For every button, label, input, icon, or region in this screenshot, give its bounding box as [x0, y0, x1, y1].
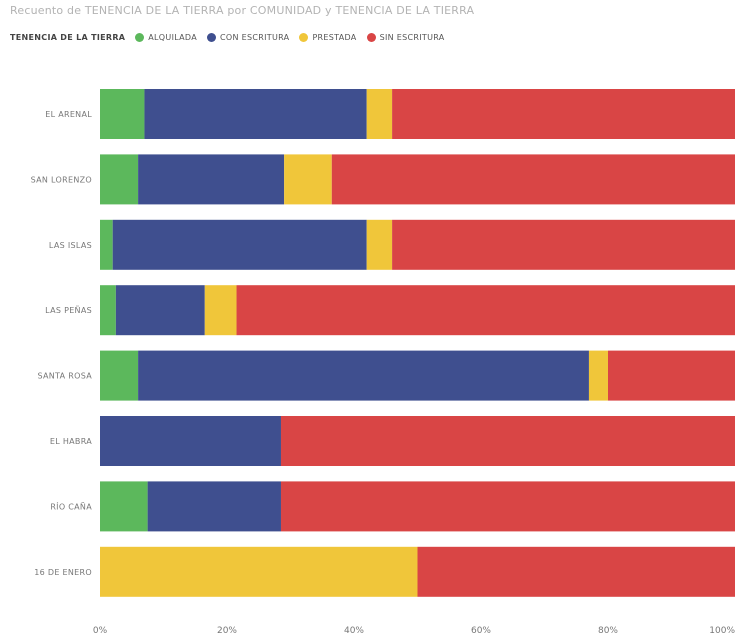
legend-item-alquilada[interactable]: ALQUILADA [135, 33, 197, 42]
bar-segment-san-lorenzo-con-escritura[interactable] [138, 154, 285, 205]
bar-segment-las-pe-as-con-escritura[interactable] [115, 285, 205, 336]
bar-segment-las-islas-prestada[interactable] [366, 219, 393, 270]
bar-segment-r-o-ca-a-con-escritura[interactable] [147, 481, 281, 532]
x-tick-label: 20% [217, 626, 237, 636]
bar-segment-el-habra-sin-escritura[interactable] [280, 416, 735, 466]
category-label-16-de-enero: 16 DE ENERO [34, 568, 92, 577]
bar-segment-r-o-ca-a-alquilada[interactable] [100, 481, 148, 532]
x-tick-label: 40% [344, 626, 364, 636]
legend-dot-icon [366, 33, 376, 42]
bar-segment-santa-rosa-prestada[interactable] [588, 350, 608, 401]
bar-segment-santa-rosa-con-escritura[interactable] [138, 350, 589, 401]
bar-segment-las-pe-as-prestada[interactable] [204, 285, 237, 336]
chart-title: Recuento de TENENCIA DE LA TIERRA por CO… [10, 4, 475, 17]
bar-segment-el-arenal-sin-escritura[interactable] [392, 89, 735, 139]
x-tick-label: 80% [598, 626, 618, 636]
legend-label: PRESTADA [312, 33, 357, 42]
bar-segment-san-lorenzo-alquilada[interactable] [100, 154, 139, 205]
category-label-las-pe-as: LAS PEÑAS [45, 305, 92, 315]
legend-dot-icon [135, 33, 145, 42]
bar-segment-r-o-ca-a-sin-escritura[interactable] [280, 481, 735, 532]
legend-label: SIN ESCRITURA [379, 33, 445, 42]
bar-segment-16-de-enero-prestada[interactable] [100, 546, 418, 597]
legend-item-prestada[interactable]: PRESTADA [299, 33, 356, 42]
bar-segment-las-pe-as-sin-escritura[interactable] [236, 285, 735, 336]
category-label-el-arenal: EL ARENAL [45, 110, 92, 119]
bar-segment-san-lorenzo-sin-escritura[interactable] [331, 154, 735, 205]
category-label-san-lorenzo: SAN LORENZO [31, 175, 92, 184]
legend-title: TENENCIA DE LA TIERRA [10, 33, 126, 42]
bar-segment-el-arenal-prestada[interactable] [366, 89, 393, 139]
category-label-el-habra: EL HABRA [50, 437, 92, 446]
category-label-las-islas: LAS ISLAS [49, 241, 92, 250]
bar-segment-las-islas-sin-escritura[interactable] [392, 219, 735, 270]
bar-segment-el-habra-con-escritura[interactable] [100, 416, 281, 466]
legend-dot-icon [207, 33, 217, 42]
x-tick-label: 100% [709, 626, 735, 636]
x-tick-label: 0% [93, 626, 108, 636]
category-label-santa-rosa: SANTA ROSA [37, 372, 92, 381]
legend-item-sin-escritura[interactable]: SIN ESCRITURA [366, 33, 445, 42]
legend-label: ALQUILADA [148, 33, 198, 42]
legend-dot-icon [299, 33, 309, 42]
category-label-r-o-ca-a: RÍO CAÑA [50, 500, 92, 511]
legend: TENENCIA DE LA TIERRA ALQUILADA CON ESCR… [10, 33, 445, 42]
legend-item-con-escritura[interactable]: CON ESCRITURA [207, 33, 289, 42]
bar-segment-santa-rosa-sin-escritura[interactable] [608, 350, 735, 401]
bar-segment-las-pe-as-alquilada[interactable] [100, 285, 116, 336]
legend-label: CON ESCRITURA [220, 33, 290, 42]
bar-segment-las-islas-alquilada[interactable] [100, 219, 113, 270]
bar-segment-el-arenal-alquilada[interactable] [100, 89, 145, 139]
bar-segment-san-lorenzo-prestada[interactable] [284, 154, 332, 205]
bar-segment-16-de-enero-sin-escritura[interactable] [417, 546, 736, 597]
x-tick-label: 60% [471, 626, 491, 636]
bar-segment-el-arenal-con-escritura[interactable] [144, 89, 367, 139]
bar-segment-las-islas-con-escritura[interactable] [112, 219, 367, 270]
bar-segment-santa-rosa-alquilada[interactable] [100, 350, 139, 401]
